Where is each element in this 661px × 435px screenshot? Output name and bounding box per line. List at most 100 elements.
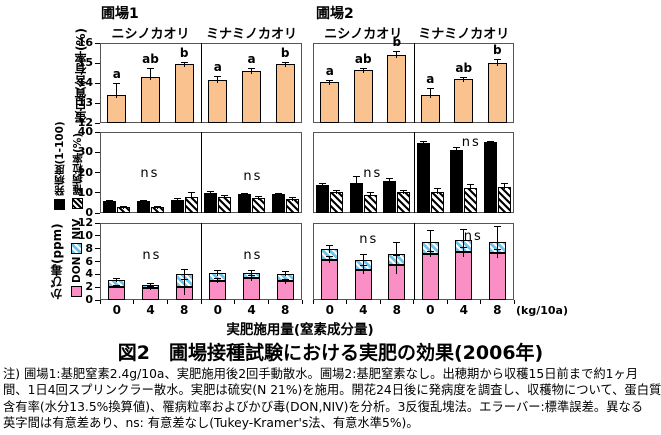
panel-divider — [201, 43, 202, 123]
y-tick-label: 10 — [77, 228, 93, 242]
error-bar — [403, 189, 405, 194]
error-bar — [426, 88, 434, 89]
bar-protein — [420, 95, 440, 123]
y-tick — [95, 261, 100, 262]
error-bar — [284, 278, 286, 284]
note-line: 含有率(水分13.5%換算値)、罹病粒率およびかび毒(DON,NIV)を分析。3… — [3, 399, 644, 414]
x-tick-label: 0 — [112, 303, 121, 317]
x-unit-label: (kg/10a) — [516, 304, 568, 317]
error-bar — [180, 279, 188, 281]
error-bar — [326, 79, 334, 81]
error-bar — [329, 245, 331, 254]
error-bar — [274, 192, 282, 194]
legend-label: 罹病粒率(%) — [72, 132, 84, 196]
error-bar — [116, 83, 118, 98]
error-bar — [154, 205, 161, 207]
legend-swatch-hatch-icon — [72, 198, 84, 210]
x-tick-label: 0 — [213, 303, 222, 317]
error-bar — [176, 198, 178, 202]
y-tick-label: 2 — [85, 280, 93, 294]
error-bar — [157, 205, 158, 209]
error-bar — [422, 141, 424, 146]
field-label: 圃場2 — [316, 6, 354, 22]
figure-caption: 図2 圃場接種試験における実肥の効果(2006年) — [117, 342, 544, 364]
bar-don — [243, 278, 260, 300]
y-tick — [95, 299, 100, 301]
significance-letter: a — [112, 67, 121, 81]
error-bar — [251, 274, 252, 282]
x-tick — [99, 300, 101, 304]
x-tick-label: 4 — [247, 303, 256, 317]
error-bar — [333, 189, 341, 191]
y-tick — [95, 192, 100, 194]
error-bar — [281, 271, 289, 273]
bar-don — [209, 280, 227, 300]
error-bar — [221, 194, 229, 196]
bar-protein — [208, 80, 228, 123]
error-bar — [436, 187, 438, 194]
ns-label: ns — [243, 169, 263, 185]
ns-label: ns — [363, 166, 383, 182]
x-tick — [346, 300, 347, 304]
bar-infected-kernel-rate — [464, 187, 478, 213]
note-line: 英字間は有意差あり、ns: 有意差なし(Tukey-Kramer's法、有意水準… — [3, 416, 419, 431]
error-bar — [217, 76, 219, 83]
variety-label: ミナミノカオリ — [205, 27, 297, 42]
bar-disease-severity — [349, 182, 363, 213]
y-tick — [95, 122, 100, 124]
bar-infected-kernel-rate — [430, 191, 444, 213]
x-tick-label: 8 — [392, 303, 401, 317]
error-bar — [493, 59, 501, 60]
error-bar — [467, 183, 475, 185]
error-bar — [362, 265, 364, 275]
bar-infected-kernel-rate — [497, 186, 511, 213]
error-bar — [362, 67, 364, 73]
legend-label: NIV — [71, 218, 83, 240]
error-bar — [460, 229, 468, 231]
field-label: 圃場1 — [101, 6, 139, 22]
error-bar — [150, 285, 151, 290]
legend-swatch-black-icon — [54, 199, 66, 210]
significance-letter: a — [213, 60, 222, 74]
bar-protein — [174, 64, 194, 123]
error-bar — [258, 196, 259, 200]
error-bar — [113, 83, 121, 84]
panel-divider — [201, 132, 202, 213]
error-bar — [493, 225, 501, 227]
x-tick — [513, 300, 515, 304]
bar-disease-severity — [238, 193, 251, 213]
bar-don — [488, 253, 506, 300]
significance-letter: ab — [455, 60, 473, 75]
error-bar — [463, 229, 465, 252]
error-bar — [393, 242, 401, 244]
error-bar — [359, 67, 367, 69]
y-tick — [95, 62, 100, 64]
error-bar — [362, 254, 364, 265]
error-bar — [489, 141, 491, 145]
error-bar — [147, 282, 154, 284]
error-bar — [470, 183, 472, 190]
error-bar — [326, 245, 334, 247]
y-tick-label: 16 — [77, 36, 93, 49]
error-bar — [147, 68, 154, 69]
error-bar — [284, 62, 286, 67]
y-tick-label: 6 — [85, 254, 93, 268]
error-bar — [251, 269, 252, 277]
y-tick-label: 14 — [77, 76, 93, 89]
bar-disease-severity — [383, 180, 397, 213]
legend-swatch-bluehatch-icon — [71, 242, 83, 254]
bar-don — [354, 269, 372, 300]
error-bar — [463, 76, 465, 82]
error-bar — [426, 230, 434, 232]
y-tick — [95, 42, 100, 44]
error-bar — [150, 68, 151, 80]
y-tick — [95, 286, 100, 288]
bar-protein — [487, 63, 507, 123]
y-tick — [95, 248, 100, 250]
variety-label: ニシノカオリ — [111, 27, 190, 42]
error-bar — [180, 269, 188, 271]
bar-disease-severity — [204, 192, 218, 213]
significance-letter: a — [426, 72, 435, 86]
error-bar — [369, 191, 371, 197]
x-tick — [446, 300, 448, 304]
